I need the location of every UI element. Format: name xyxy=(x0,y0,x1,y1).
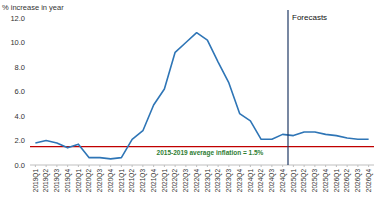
tick-mark xyxy=(271,165,272,167)
tick-mark xyxy=(27,165,30,166)
tick-mark xyxy=(304,165,305,167)
tick-mark xyxy=(89,165,90,167)
tick-mark xyxy=(368,165,369,167)
x-tick-label: 2023Q4 xyxy=(236,169,244,193)
y-tick-label: 0.0 xyxy=(15,161,25,170)
tick-mark xyxy=(78,165,79,167)
y-tick-label: 8.0 xyxy=(15,63,25,72)
tick-mark xyxy=(99,165,100,167)
tick-mark xyxy=(336,165,337,167)
tick-mark xyxy=(27,67,30,68)
tick-mark xyxy=(27,18,30,19)
x-tick-label: 2026Q1 xyxy=(333,169,341,193)
x-tick-label: 2024Q3 xyxy=(268,169,276,193)
tick-mark xyxy=(27,91,30,92)
x-tick-label: 2022Q2 xyxy=(171,169,179,193)
x-tick-label: 2024Q4 xyxy=(279,169,287,193)
tick-mark xyxy=(164,165,165,167)
tick-mark xyxy=(218,165,219,167)
x-tick-label: 2020Q2 xyxy=(85,169,93,193)
tick-mark xyxy=(347,165,348,167)
x-tick-label: 2024Q1 xyxy=(247,169,255,193)
x-tick-label: 2024Q2 xyxy=(257,169,265,193)
tick-mark xyxy=(132,165,133,167)
x-tick-label: 2025Q2 xyxy=(300,169,308,193)
tick-mark xyxy=(250,165,251,167)
y-axis-label: % increase in year xyxy=(2,3,64,12)
x-tick-label: 2023Q2 xyxy=(214,169,222,193)
inflation-line xyxy=(35,33,368,159)
tick-mark xyxy=(27,116,30,117)
tick-mark xyxy=(142,165,143,167)
tick-mark xyxy=(110,165,111,167)
x-tick-label: 2021Q4 xyxy=(150,169,158,193)
chart: % increase in year 0.0 2.0 4.0 6.0 8.0 10.0 12.… xyxy=(0,0,381,217)
y-tick-label: 12.0 xyxy=(10,14,25,23)
tick-mark xyxy=(67,165,68,167)
forecast-line xyxy=(287,10,288,165)
plot-area xyxy=(30,33,374,159)
tick-mark xyxy=(56,165,57,167)
x-tick-label: 2023Q1 xyxy=(204,169,212,193)
tick-mark xyxy=(27,42,30,43)
x-tick-label: 2025Q3 xyxy=(311,169,319,193)
tick-mark xyxy=(314,165,315,167)
tick-mark xyxy=(357,165,358,167)
tick-mark xyxy=(228,165,229,167)
y-tick-label: 10.0 xyxy=(10,38,25,47)
x-tick-label: 2020Q4 xyxy=(107,169,115,193)
tick-mark xyxy=(121,165,122,167)
x-axis xyxy=(30,165,374,166)
tick-mark xyxy=(46,165,47,167)
x-tick-label: 2021Q3 xyxy=(139,169,147,193)
x-tick-label: 2025Q4 xyxy=(322,169,330,193)
x-tick-label: 2022Q4 xyxy=(193,169,201,193)
x-tick-label: 2022Q1 xyxy=(161,169,169,193)
x-tick-label: 2019Q4 xyxy=(64,169,72,193)
x-tick-label: 2019Q1 xyxy=(32,169,40,193)
x-tick-label: 2022Q3 xyxy=(182,169,190,193)
x-tick-label: 2021Q2 xyxy=(128,169,136,193)
annotation: Forecasts xyxy=(292,13,327,22)
x-tick-label: 2019Q3 xyxy=(53,169,61,193)
tick-mark xyxy=(185,165,186,167)
tick-mark xyxy=(27,140,30,141)
tick-mark xyxy=(196,165,197,167)
tick-mark xyxy=(35,165,36,167)
x-tick-label: 2026Q3 xyxy=(354,169,362,193)
x-tick-label: 2019Q2 xyxy=(42,169,50,193)
x-tick-label: 2020Q1 xyxy=(75,169,83,193)
y-tick-label: 2.0 xyxy=(15,136,25,145)
x-tick-label: 2026Q4 xyxy=(365,169,373,193)
x-tick-label: 2023Q3 xyxy=(225,169,233,193)
tick-mark xyxy=(153,165,154,167)
y-tick-label: 6.0 xyxy=(15,87,25,96)
x-tick-label: 2026Q2 xyxy=(343,169,351,193)
x-tick-label: 2025Q1 xyxy=(290,169,298,193)
tick-mark xyxy=(207,165,208,167)
tick-mark xyxy=(261,165,262,167)
tick-mark xyxy=(239,165,240,167)
tick-mark xyxy=(175,165,176,167)
x-tick-label: 2021Q1 xyxy=(118,169,126,193)
tick-mark xyxy=(325,165,326,167)
y-tick-label: 4.0 xyxy=(15,112,25,121)
tick-mark xyxy=(293,165,294,167)
reference-label: 2015-2019 average inflation = 1.5% xyxy=(157,149,264,157)
tick-mark xyxy=(282,165,283,167)
x-tick-label: 2020Q3 xyxy=(96,169,104,193)
